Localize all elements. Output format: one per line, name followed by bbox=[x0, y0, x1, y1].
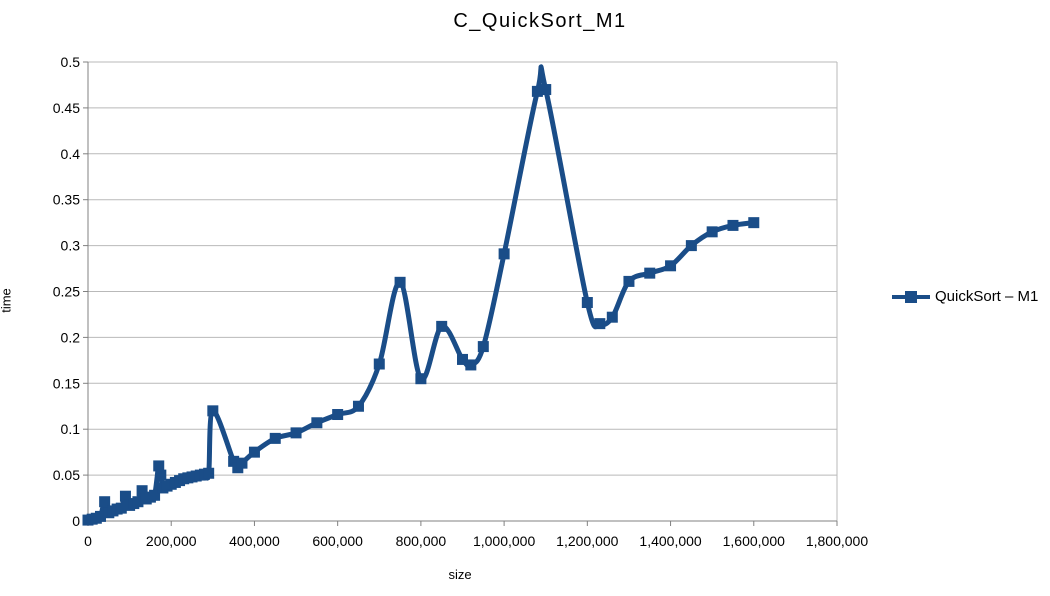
data-point-marker bbox=[352, 400, 364, 412]
x-tick-label: 200,000 bbox=[146, 533, 197, 549]
data-point-marker bbox=[236, 457, 248, 469]
data-point-marker bbox=[706, 226, 718, 238]
data-point-marker bbox=[415, 373, 427, 385]
data-point-marker bbox=[727, 219, 739, 231]
data-point-marker bbox=[115, 502, 127, 514]
data-point-marker bbox=[581, 297, 593, 309]
data-point-marker bbox=[155, 469, 167, 481]
data-point-marker bbox=[594, 318, 606, 330]
data-point-marker bbox=[606, 311, 618, 323]
data-point-marker bbox=[465, 359, 477, 371]
y-tick-label: 0 bbox=[72, 513, 80, 529]
y-tick-label: 0.4 bbox=[61, 146, 81, 162]
data-point-marker bbox=[665, 260, 677, 272]
data-point-marker bbox=[531, 85, 543, 97]
legend: QuickSort – M1 bbox=[891, 288, 1038, 305]
x-tick-label: 1,400,000 bbox=[639, 533, 701, 549]
y-tick-label: 0.5 bbox=[61, 54, 81, 70]
y-tick-label: 0.25 bbox=[53, 284, 80, 300]
y-tick-label: 0.05 bbox=[53, 467, 80, 483]
data-point-marker bbox=[207, 405, 219, 417]
y-tick-label: 0.3 bbox=[61, 238, 81, 254]
x-tick-label: 1,600,000 bbox=[723, 533, 785, 549]
y-tick-label: 0.45 bbox=[53, 100, 80, 116]
x-tick-label: 800,000 bbox=[396, 533, 447, 549]
data-point-marker bbox=[373, 358, 385, 370]
x-tick-label: 1,200,000 bbox=[556, 533, 618, 549]
data-point-marker bbox=[685, 240, 697, 252]
data-point-marker bbox=[623, 275, 635, 287]
data-point-marker bbox=[644, 267, 656, 279]
data-point-marker bbox=[457, 353, 468, 365]
data-point-marker bbox=[311, 417, 323, 429]
data-point-marker bbox=[203, 467, 215, 479]
data-point-marker bbox=[540, 84, 552, 96]
x-tick-label: 400,000 bbox=[229, 533, 280, 549]
y-axis-title: time bbox=[0, 288, 14, 313]
data-point-marker bbox=[436, 320, 448, 332]
data-point-marker bbox=[228, 455, 240, 467]
y-tick-label: 0.35 bbox=[53, 192, 80, 208]
data-point-marker bbox=[132, 496, 144, 508]
data-point-marker bbox=[290, 427, 302, 439]
data-point-marker bbox=[149, 489, 161, 501]
data-point-marker bbox=[136, 485, 148, 497]
data-point-marker bbox=[248, 446, 260, 458]
data-point-marker bbox=[332, 409, 344, 421]
data-point-marker bbox=[269, 432, 281, 444]
data-point-marker bbox=[477, 341, 489, 353]
legend-line-marker-icon bbox=[892, 290, 930, 303]
data-point-marker bbox=[94, 510, 106, 522]
data-point-marker bbox=[153, 460, 165, 472]
y-tick-label: 0.15 bbox=[53, 375, 80, 391]
series-line bbox=[85, 64, 757, 523]
x-tick-label: 600,000 bbox=[312, 533, 363, 549]
data-point-marker bbox=[394, 276, 406, 288]
x-axis-title: size bbox=[448, 567, 472, 582]
x-tick-label: 1,800,000 bbox=[806, 533, 868, 549]
x-tick-label: 0 bbox=[84, 533, 92, 549]
data-point-marker bbox=[119, 490, 131, 502]
legend-label: QuickSort – M1 bbox=[935, 288, 1039, 305]
y-tick-label: 0.2 bbox=[61, 329, 81, 345]
data-point-marker bbox=[99, 496, 111, 508]
data-point-marker bbox=[748, 217, 760, 229]
data-point-marker bbox=[498, 248, 510, 260]
chart-title: C_QuickSort_M1 bbox=[453, 10, 627, 32]
x-tick-label: 1,000,000 bbox=[473, 533, 535, 549]
y-tick-label: 0.1 bbox=[61, 421, 81, 437]
